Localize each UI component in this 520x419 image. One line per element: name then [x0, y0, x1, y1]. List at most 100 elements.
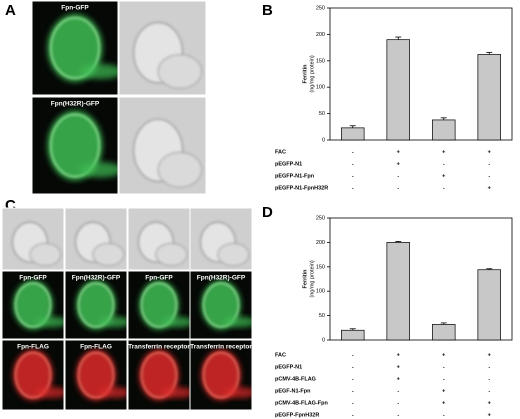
cell [76, 349, 116, 401]
frame [64, 207, 128, 271]
cell [157, 54, 203, 89]
y-tick-label: 100 [316, 289, 325, 295]
cell-edge [140, 351, 178, 399]
condition-name: pEGFP-N1-Fpn [275, 173, 315, 179]
panel-letter: D [262, 204, 273, 221]
condition-mark: - [397, 400, 399, 406]
condition-mark: - [397, 412, 399, 418]
condition-name: FAC [275, 352, 286, 358]
process [224, 316, 252, 328]
condition-mark: + [442, 149, 445, 155]
panel-letter: C [5, 197, 16, 214]
process [36, 316, 64, 328]
cell [157, 151, 203, 188]
micrograph: Fpn-GFP [32, 1, 118, 95]
image-label: Transferrin receptor [190, 344, 252, 351]
condition-name: pEGFP-N1 [275, 161, 302, 167]
process [162, 316, 190, 328]
cell-edge [202, 351, 240, 399]
frame [189, 207, 253, 271]
panel-letter: B [262, 2, 273, 19]
cell-edge [49, 113, 101, 178]
condition-mark: - [352, 400, 354, 406]
panel-letter: A [5, 2, 16, 19]
condition-mark: - [352, 352, 354, 358]
frame [189, 270, 253, 340]
y-axis-unit: (ng/mg protein) [309, 260, 315, 297]
condition-mark: + [488, 149, 491, 155]
condition-mark: - [488, 173, 490, 179]
y-tick-label: 50 [319, 313, 325, 319]
condition-mark: - [397, 388, 399, 394]
cell [155, 242, 188, 267]
condition-mark: + [442, 388, 445, 394]
y-axis-label: Ferritin [302, 64, 308, 84]
condition-mark: - [397, 185, 399, 191]
condition-mark: - [443, 364, 445, 370]
condition-mark: + [397, 352, 400, 358]
process [162, 386, 190, 399]
cell-edge [77, 351, 115, 399]
image-label: Fpn-GFP [145, 275, 173, 282]
cell [29, 242, 62, 267]
condition-mark: - [443, 412, 445, 418]
condition-mark: - [443, 376, 445, 382]
micrograph: Transferrin receptor [128, 340, 190, 410]
condition-name: pCMV-4B-FLAG-Fpn [275, 400, 328, 406]
cell [139, 280, 179, 330]
frame [189, 339, 253, 411]
condition-mark: - [443, 185, 445, 191]
condition-mark: - [352, 364, 354, 370]
condition-mark: - [352, 388, 354, 394]
frame [1, 207, 65, 271]
condition-mark: + [442, 400, 445, 406]
micrograph [190, 208, 252, 270]
condition-mark: + [397, 376, 400, 382]
micrograph [119, 97, 206, 194]
condition-mark: - [397, 173, 399, 179]
process [99, 316, 127, 328]
bar [432, 119, 456, 141]
condition-mark: - [488, 161, 490, 167]
frame [31, 0, 119, 96]
micrograph: Fpn(H32R)-GFP [190, 271, 252, 339]
cell-edge [140, 282, 178, 328]
plot-frame [329, 217, 513, 341]
image-label: Fpn-GFP [19, 275, 47, 282]
image-label: Fpn-FLAG [80, 344, 112, 351]
condition-name: pCMV-4B-FLAG [275, 376, 316, 382]
bar [477, 269, 501, 341]
micrograph [128, 208, 190, 270]
cell [92, 242, 125, 267]
frame [1, 339, 65, 411]
cell-edge [202, 282, 240, 328]
y-tick-label: 0 [322, 337, 325, 343]
condition-mark: - [352, 149, 354, 155]
frame [118, 0, 207, 96]
y-tick-label: 100 [316, 85, 325, 91]
condition-mark: - [352, 412, 354, 418]
condition-mark: - [488, 376, 490, 382]
condition-mark: - [488, 388, 490, 394]
process [79, 161, 118, 178]
micrograph [65, 208, 127, 270]
condition-mark: + [488, 412, 491, 418]
frame [31, 96, 119, 195]
y-tick-label: 200 [316, 32, 325, 38]
plot-frame [329, 7, 513, 141]
micrograph: Fpn-GFP [128, 271, 190, 339]
condition-mark: + [397, 161, 400, 167]
bar [477, 54, 501, 141]
condition-mark: + [397, 149, 400, 155]
bar [341, 329, 365, 341]
image-label: Fpn(H32R)-GFP [197, 275, 246, 282]
cell [217, 242, 250, 267]
condition-mark: - [352, 161, 354, 167]
cell-edge [14, 351, 52, 399]
y-tick-label: 150 [316, 264, 325, 270]
y-tick-label: 0 [322, 137, 325, 143]
cell [13, 280, 53, 330]
image-label: Transferrin receptor [128, 344, 190, 351]
frame [64, 339, 128, 411]
condition-mark: - [352, 376, 354, 382]
